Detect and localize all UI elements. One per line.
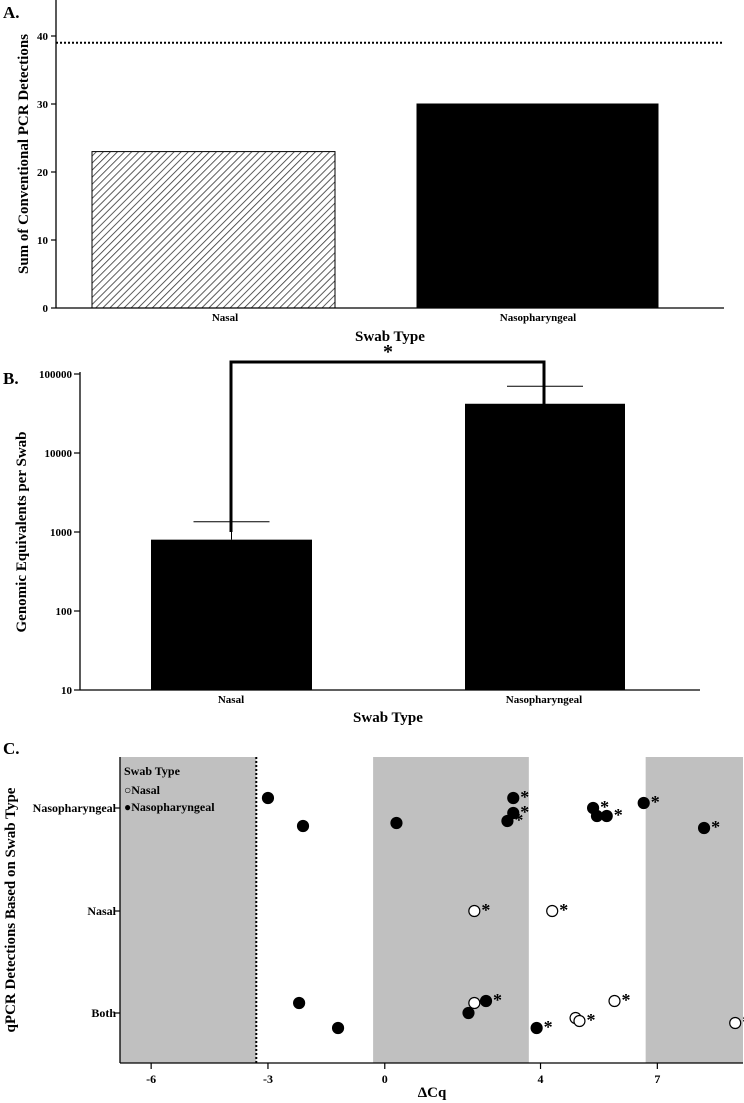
panel-c-point-star: *: [711, 817, 720, 837]
panel-c-cat-label-1: Nasal: [87, 904, 116, 918]
legend-entry-nasal: ○Nasal: [124, 783, 161, 797]
panel-c: C. -6 -3 0 4 7 Nasopharyngeal Nasal Both ΔCq…: [3, 739, 744, 1101]
panel-c-point-star: *: [622, 990, 631, 1010]
panel-a-ytick-label: 20: [37, 167, 49, 179]
panel-c-xtick-label: -6: [146, 1072, 156, 1086]
panel-c-point-star: *: [544, 1017, 553, 1037]
panel-b-ytick-label: 100: [56, 606, 73, 618]
panel-c-point-20: [573, 1014, 586, 1028]
panel-c-x-title: ΔCq: [418, 1085, 447, 1101]
panel-c-point-9: [637, 796, 650, 810]
panel-c-point-21: [608, 994, 621, 1008]
panel-c-cat-label-0: Nasopharyngeal: [33, 801, 117, 815]
panel-c-point-star: *: [514, 810, 523, 830]
panel-c-ticks: -6 -3 0 4 7: [115, 807, 660, 1086]
significance-bracket: [229, 360, 546, 532]
panel-c-point-14: [331, 1021, 345, 1035]
panel-c-point-22: [729, 1016, 742, 1030]
panel-c-xtick-label: 4: [538, 1072, 544, 1086]
panel-c-points: **************: [261, 787, 744, 1037]
panel-b-marks: 10 100 1000 10000 100000: [39, 369, 625, 697]
panel-c-point-star: *: [586, 1010, 595, 1030]
panel-a-ytick-label: 30: [37, 99, 49, 111]
panel-c-point-star: *: [520, 802, 529, 822]
panel-a-ytick-label: 10: [37, 235, 49, 247]
panel-c-point-1: [296, 819, 310, 833]
panel-b: B. 10 100 1000 10000 100000 Nasal Nasopharyn…: [3, 341, 700, 726]
panel-a-bar-1: [416, 103, 659, 309]
panel-b-label: B.: [3, 369, 19, 388]
panel-b-cat-label-0: Nasal: [218, 694, 244, 706]
panel-b-y-title: Genomic Equivalents per Swab: [14, 432, 30, 633]
panel-c-point-2: [390, 816, 403, 830]
panel-c-point-star: *: [651, 792, 660, 812]
panel-c-point-star: *: [481, 900, 490, 920]
panel-a-ytick-label: 40: [37, 31, 49, 43]
legend-entry-nasopharyngeal: ●Nasopharyngeal: [124, 800, 215, 814]
panel-c-point-star: *: [600, 797, 609, 817]
legend: Swab Type ○Nasal ●Nasopharyngeal: [124, 764, 215, 814]
panel-c-point-5: [501, 814, 514, 828]
panel-c-point-10: [697, 821, 711, 835]
panel-c-point-star: *: [742, 1012, 744, 1032]
panel-c-point-0: [261, 791, 275, 805]
panel-b-x-title: Swab Type: [353, 710, 423, 726]
panel-a: A. 0 10 20 30 40 Nasal Nasopharyngeal Swab T…: [3, 0, 724, 345]
panel-c-cat-label-2: Both: [91, 1006, 116, 1020]
panel-b-bar-0: [151, 539, 312, 690]
panel-a-marks: 0 10 20 30 40: [37, 31, 724, 315]
panel-c-point-8: [600, 809, 613, 823]
panel-a-label: A.: [3, 3, 20, 22]
panel-c-point-16: [462, 1006, 475, 1020]
panel-c-xtick-label: 7: [654, 1072, 660, 1086]
panel-b-ytick-label: 10000: [45, 448, 73, 460]
panel-c-point-11: [468, 904, 481, 918]
panel-a-cat-label-0: Nasal: [212, 312, 238, 324]
panel-c-point-18: [530, 1021, 543, 1035]
panel-a-y-title: Sum of Conventional PCR Detections: [16, 34, 32, 274]
panel-b-ytick-label: 100000: [39, 369, 73, 381]
panel-c-point-star: *: [614, 805, 623, 825]
panel-c-y-title: qPCR Detections Based on Swab Type: [3, 787, 19, 1032]
panel-c-shaded-band-1: [373, 757, 529, 1063]
legend-title: Swab Type: [124, 764, 181, 778]
panel-b-ytick-label: 10: [61, 685, 73, 697]
panel-c-point-star: *: [493, 990, 502, 1010]
panel-a-ytick-label: 0: [43, 303, 49, 315]
panel-a-bar-0: [91, 151, 336, 309]
panel-c-bands: [120, 757, 743, 1063]
panel-a-x-title: Swab Type: [355, 329, 425, 345]
panel-b-cat-label-1: Nasopharyngeal: [506, 694, 582, 706]
panel-c-point-17: [479, 994, 493, 1008]
panel-c-point-13: [293, 996, 306, 1010]
panel-c-point-star: *: [559, 900, 568, 920]
panel-c-point-3: [507, 791, 520, 805]
panel-c-shaded-band-0: [120, 757, 257, 1063]
panel-c-xtick-label: 0: [382, 1072, 388, 1086]
panel-c-point-12: [546, 904, 559, 918]
panel-c-label: C.: [3, 739, 20, 758]
significance-star: *: [383, 341, 393, 363]
panel-c-point-star: *: [520, 787, 529, 807]
panel-c-shaded-band-2: [645, 757, 743, 1063]
panel-c-point-15: [468, 996, 481, 1010]
panel-b-ytick-label: 1000: [50, 527, 73, 539]
panel-c-xtick-label: -3: [263, 1072, 273, 1086]
panel-b-bar-1: [465, 403, 625, 690]
panel-a-cat-label-1: Nasopharyngeal: [500, 312, 576, 324]
